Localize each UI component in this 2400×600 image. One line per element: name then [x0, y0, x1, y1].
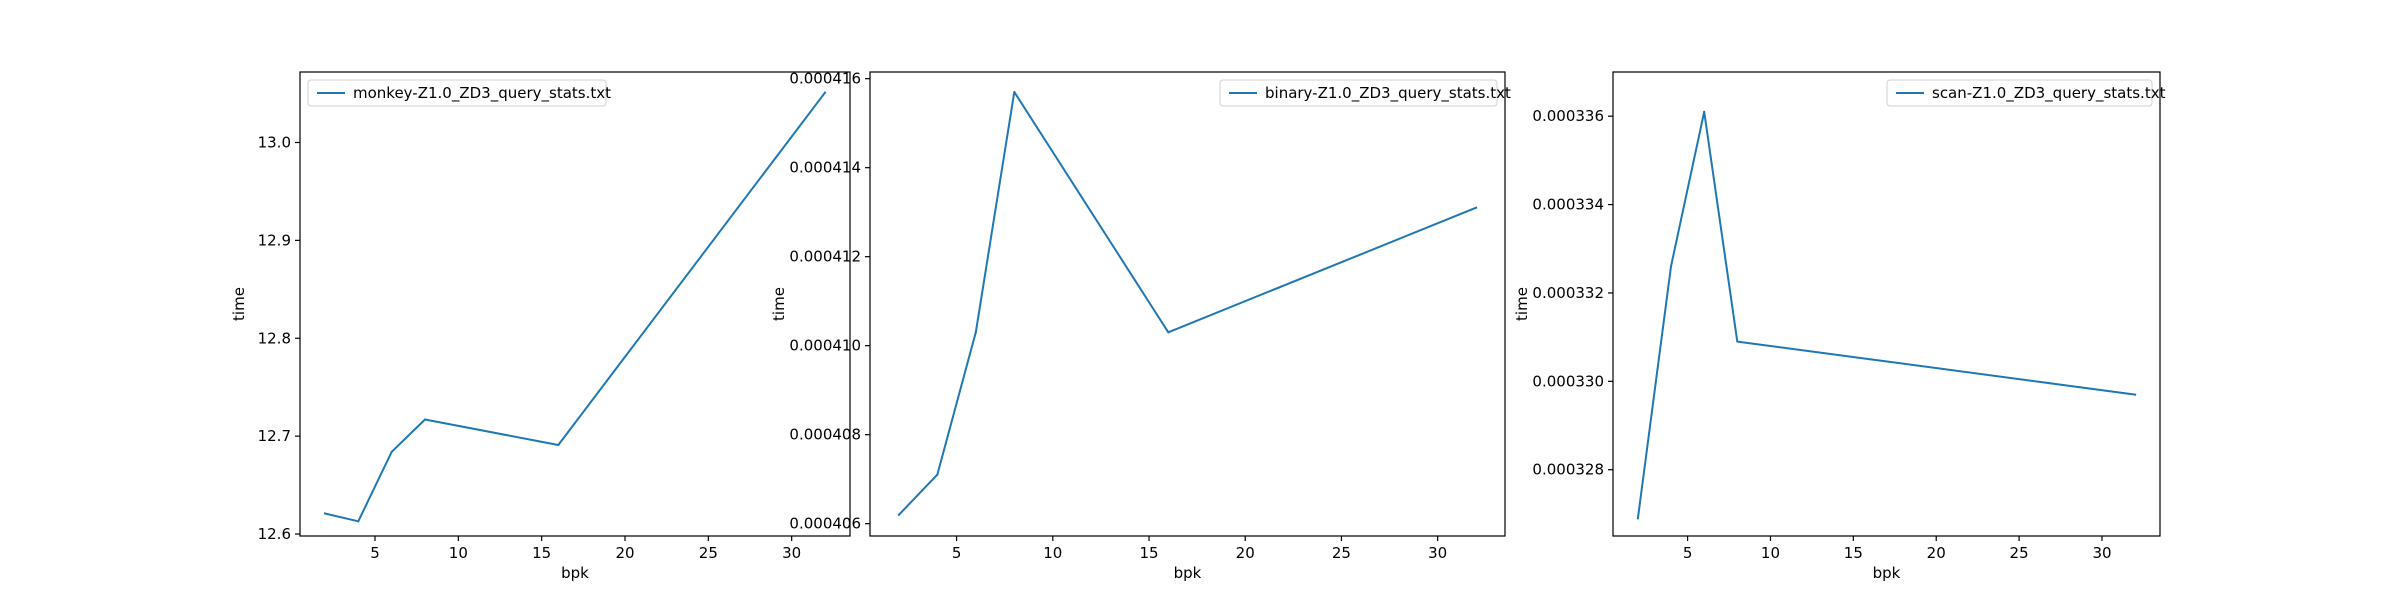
legend-entry: binary-Z1.0_ZD3_query_stats.txt — [1265, 84, 1511, 103]
legend-box — [1886, 79, 2153, 107]
data-point — [824, 91, 826, 94]
x-tick-label: 25 — [1332, 544, 1351, 562]
x-tick-label: 5 — [1683, 544, 1693, 562]
data-point — [390, 450, 393, 453]
data-point — [1167, 331, 1170, 334]
series-line — [897, 91, 1478, 517]
axes-frame — [869, 71, 1506, 537]
data-point — [2134, 393, 2137, 396]
x-tick-label: 30 — [1428, 544, 1447, 562]
chart-panel-3: 5 10 15 20 25 30 0.000328 0.000330 0.000332 0.000… — [1513, 71, 2166, 582]
chart-panel-1: 5 10 15 20 25 30 12.6 12.7 12.8 12.9 13.0 bpk time mo… — [230, 71, 851, 582]
x-axis-label: bpk — [1873, 564, 1901, 582]
legend: binary-Z1.0_ZD3_query_stats.txt — [1219, 79, 1511, 107]
data-point — [357, 520, 360, 523]
y-tick-label: 0.000328 — [1532, 461, 1604, 479]
y-tick-label: 0.000336 — [1532, 107, 1604, 125]
data-point — [1636, 517, 1639, 520]
y-tick-label: 0.000332 — [1532, 284, 1604, 302]
y-tick-label: 0.000408 — [789, 426, 861, 444]
legend-box — [1219, 79, 1498, 107]
y-tick-label: 0.000416 — [789, 70, 861, 88]
y-tick-label: 0.000330 — [1532, 372, 1604, 390]
data-point — [1013, 91, 1016, 94]
x-tick-label: 10 — [1043, 544, 1062, 562]
data-point — [1475, 206, 1478, 209]
legend-entry: monkey-Z1.0_ZD3_query_stats.txt — [353, 84, 611, 103]
data-point — [1868, 358, 1871, 361]
data-point — [557, 443, 560, 446]
data-point — [1736, 340, 1739, 343]
x-tick-label: 15 — [1139, 544, 1158, 562]
data-point — [1703, 110, 1706, 113]
y-tick-label: 0.000334 — [1532, 196, 1604, 214]
series-line — [323, 91, 827, 523]
y-tick-label: 12.8 — [258, 329, 291, 347]
y-tick-label: 0.000412 — [789, 248, 861, 266]
legend-box — [307, 79, 607, 107]
data-point — [974, 331, 977, 334]
x-tick-label: 5 — [370, 544, 380, 562]
x-tick-label: 25 — [2010, 544, 2029, 562]
legend: scan-Z1.0_ZD3_query_stats.txt — [1886, 79, 2166, 107]
y-axis-label: time — [770, 287, 788, 321]
x-tick-label: 15 — [1844, 544, 1863, 562]
y-tick-label: 12.9 — [258, 231, 291, 249]
x-tick-label: 10 — [1761, 544, 1780, 562]
data-point — [324, 512, 326, 515]
y-tick-label: 12.7 — [258, 427, 291, 445]
y-axis-label: time — [1513, 287, 1531, 321]
series-line — [1636, 110, 2137, 520]
y-tick-label: 13.0 — [258, 133, 291, 151]
x-tick-label: 5 — [952, 544, 962, 562]
x-tick-label: 10 — [449, 544, 468, 562]
legend: monkey-Z1.0_ZD3_query_stats.txt — [307, 79, 611, 107]
y-tick-label: 0.000414 — [789, 159, 861, 177]
x-tick-label: 15 — [532, 544, 551, 562]
x-tick-label: 20 — [1236, 544, 1255, 562]
x-tick-label: 20 — [1927, 544, 1946, 562]
x-tick-label: 20 — [615, 544, 634, 562]
data-point — [897, 513, 900, 516]
y-tick-label: 0.000406 — [789, 515, 861, 533]
x-tick-label: 25 — [699, 544, 718, 562]
data-point — [936, 473, 939, 476]
chart-panel-2: 5 10 15 20 25 30 0.000406 0.000408 0.000410 0.000… — [770, 70, 1511, 582]
data-point — [424, 418, 426, 421]
data-point — [1670, 265, 1673, 268]
axes-frame — [1612, 71, 2161, 537]
legend-entry: scan-Z1.0_ZD3_query_stats.txt — [1932, 84, 2166, 103]
x-axis-label: bpk — [561, 564, 589, 582]
y-axis-label: time — [230, 287, 248, 321]
y-tick-label: 0.000410 — [789, 337, 861, 355]
x-tick-label: 30 — [782, 544, 801, 562]
x-axis-label: bpk — [1174, 564, 1202, 582]
x-tick-label: 30 — [2092, 544, 2111, 562]
axes-frame — [299, 71, 851, 537]
y-tick-label: 12.6 — [258, 525, 291, 543]
